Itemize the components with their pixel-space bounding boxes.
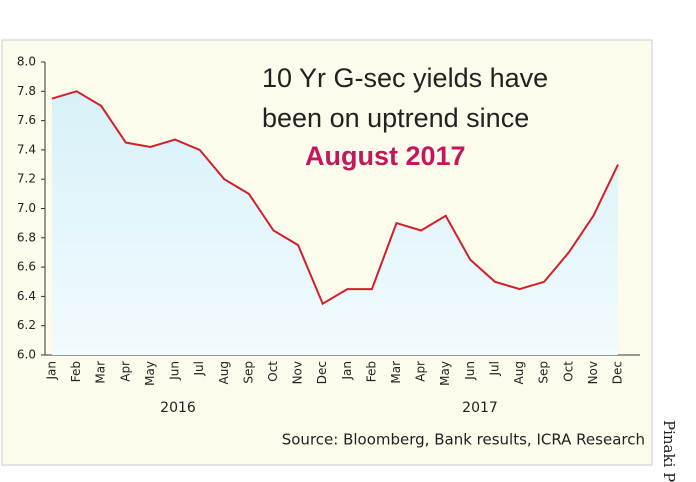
x-tick-label: Jul: [487, 361, 501, 376]
x-tick-label: Oct: [561, 361, 575, 382]
line: [51, 90, 619, 306]
y-tick-label: 6.8: [17, 230, 36, 244]
x-tick-label: Aug: [512, 361, 526, 384]
x-tick-label: Sep: [241, 361, 255, 384]
x-tick-label: Dec: [315, 361, 329, 384]
credit: Pinaki Paul: [660, 420, 678, 482]
chart-highlight: August 2017: [305, 141, 466, 171]
y-tick-label: 8.0: [17, 55, 36, 69]
x-tick-label: Aug: [217, 361, 231, 384]
x-tick-label: Jun: [463, 361, 477, 381]
x-tick-label: Feb: [364, 361, 378, 382]
x-tick-label: May: [143, 361, 157, 386]
x-tick-label: Apr: [118, 361, 132, 382]
x-tick-label: Feb: [69, 361, 83, 382]
x-tick-label: Nov: [291, 361, 305, 384]
year-label: 2017: [462, 400, 498, 416]
y-tick-label: 6.2: [17, 318, 36, 332]
x-tick-label: Mar: [389, 361, 403, 384]
chart-title: 10 Yr G-sec yields have: [262, 63, 548, 93]
y-tick-label: 7.6: [17, 113, 36, 127]
x-tick-label: Jul: [192, 361, 206, 376]
y-tick-label: 6.0: [17, 348, 36, 362]
y-tick-label: 7.0: [17, 201, 36, 215]
x-tick-label: Nov: [586, 361, 600, 384]
x-tick-label: Dec: [611, 361, 625, 384]
x-tick-label: Jan: [340, 361, 354, 381]
area: [52, 91, 618, 356]
chart-title: been on uptrend since: [262, 103, 529, 133]
y-tick-label: 6.6: [17, 260, 36, 274]
source: Source: Bloomberg, Bank results, ICRA Re…: [282, 431, 645, 449]
x-tick-label: May: [438, 361, 452, 386]
x-tick-label: Jan: [45, 361, 59, 381]
x-tick-label: Oct: [266, 361, 280, 382]
x-tick-label: Apr: [414, 361, 428, 382]
x-tick-label: Mar: [94, 361, 108, 384]
x-tick-label: Sep: [537, 361, 551, 384]
x-tick-label: Jun: [168, 361, 182, 381]
year-label: 2016: [160, 400, 196, 416]
y-tick-label: 6.4: [17, 289, 36, 303]
y-tick-label: 7.4: [17, 142, 36, 156]
y-tick-label: 7.2: [17, 172, 36, 186]
y-tick-label: 7.8: [17, 84, 36, 98]
